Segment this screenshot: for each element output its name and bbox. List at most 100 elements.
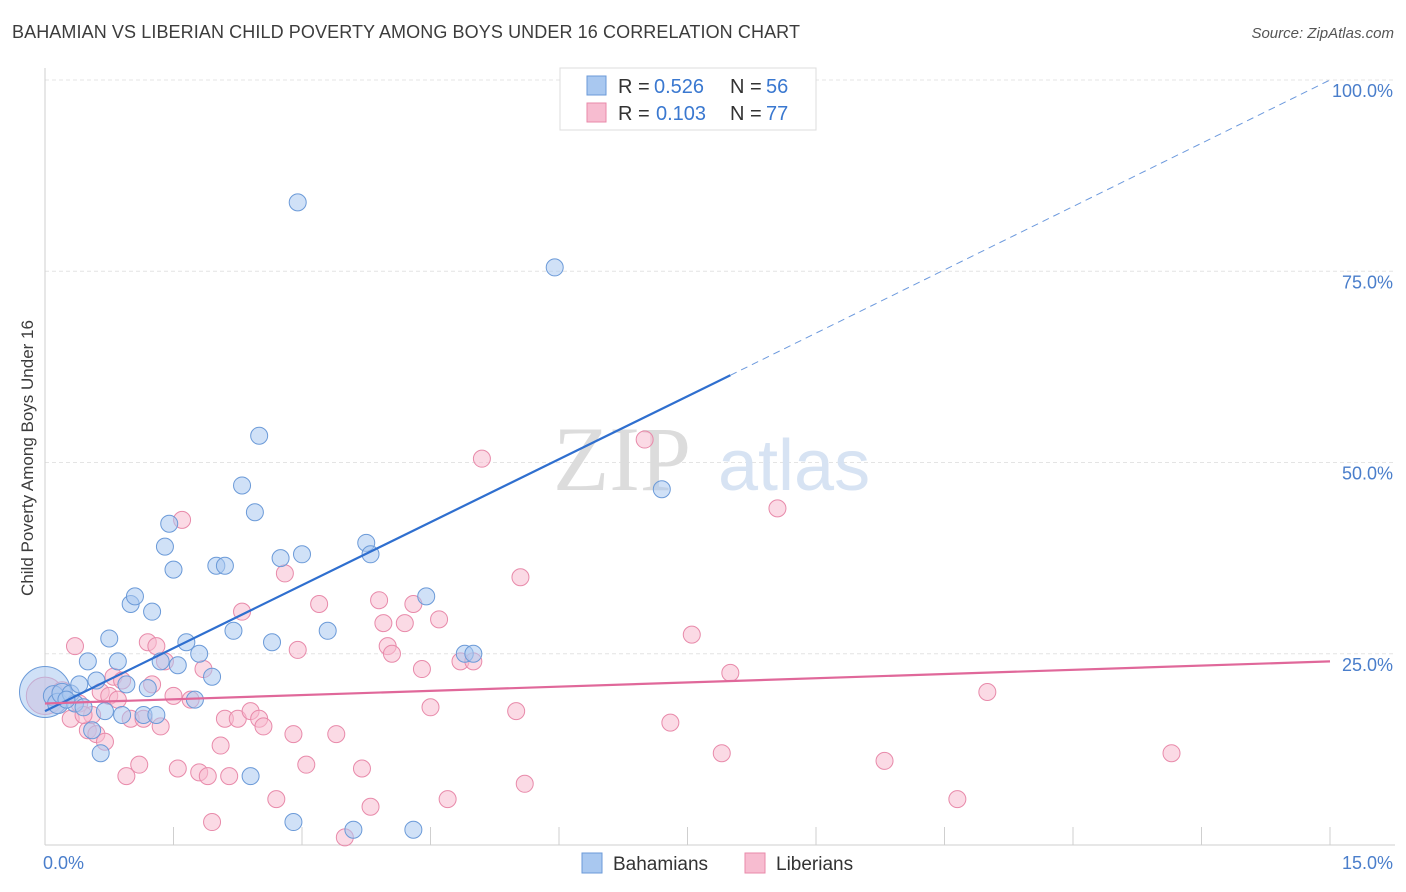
chart-title: BAHAMIAN VS LIBERIAN CHILD POVERTY AMONG… bbox=[12, 22, 801, 42]
liberians-point-41 bbox=[275, 564, 294, 583]
y-tick-label-1: 50.0% bbox=[1342, 464, 1393, 484]
liberians-point-63 bbox=[507, 702, 526, 721]
bahamians-point-22 bbox=[155, 537, 174, 556]
liberians-point-72 bbox=[875, 751, 894, 770]
bahamians-point-11 bbox=[95, 702, 114, 721]
bottom-legend-label-liberians: Liberians bbox=[776, 854, 853, 875]
bahamians-point-39 bbox=[284, 813, 303, 832]
legend-swatch-bahamians bbox=[586, 75, 607, 96]
bahamians-point-47 bbox=[417, 587, 436, 606]
liberians-point-46 bbox=[327, 725, 346, 744]
y-tick-label-3: 100.0% bbox=[1332, 81, 1393, 101]
bahamians-point-19 bbox=[143, 602, 162, 621]
liberians-point-69 bbox=[712, 744, 731, 763]
liberians-point-65 bbox=[515, 774, 534, 793]
liberians-point-66 bbox=[635, 430, 654, 449]
legend-r-value-bahamians: 0.526 bbox=[654, 76, 704, 98]
bahamians-point-27 bbox=[190, 644, 209, 663]
bahamians-point-49 bbox=[464, 644, 483, 663]
liberians-trend-line bbox=[44, 660, 1331, 705]
bahamians-point-15 bbox=[117, 675, 136, 694]
bahamians-point-43 bbox=[344, 820, 363, 839]
liberians-point-53 bbox=[382, 644, 401, 663]
liberians-point-25 bbox=[168, 759, 187, 778]
tick-labels: 25.0% 50.0% 75.0% 100.0% 0.0% 15.0% bbox=[43, 81, 1393, 873]
liberians-point-62 bbox=[472, 449, 491, 468]
liberians-point-17 bbox=[130, 755, 149, 774]
liberians-point-74 bbox=[978, 683, 997, 701]
liberians-point-75 bbox=[1162, 744, 1181, 763]
liberians-point-48 bbox=[352, 759, 371, 778]
legend-n-label-bahamians: N = bbox=[730, 76, 762, 98]
liberians-point-44 bbox=[297, 755, 316, 774]
liberians-point-73 bbox=[948, 790, 967, 809]
liberians-point-21 bbox=[147, 637, 166, 656]
bahamians-point-51 bbox=[652, 480, 671, 499]
bahamians-trend-extension bbox=[730, 79, 1331, 376]
liberians-point-49 bbox=[361, 797, 380, 816]
liberians-point-31 bbox=[203, 813, 222, 832]
legend-n-value-liberians: 77 bbox=[766, 103, 788, 125]
legend-n-label-liberians: N = bbox=[730, 103, 762, 125]
liberians-point-54 bbox=[395, 614, 414, 633]
bahamians-point-55 bbox=[138, 679, 157, 698]
legend-swatch-liberians bbox=[586, 102, 607, 123]
liberians-point-64 bbox=[511, 568, 530, 587]
y-tick-label-0: 25.0% bbox=[1342, 655, 1393, 675]
bahamians-point-12 bbox=[100, 629, 119, 648]
bahamians-point-37 bbox=[263, 633, 282, 652]
x-tick-label-1: 15.0% bbox=[1342, 853, 1393, 873]
bahamians-point-24 bbox=[164, 560, 183, 579]
liberians-point-40 bbox=[267, 790, 286, 809]
watermark-zip: ZIP bbox=[553, 408, 691, 510]
bahamians-point-8 bbox=[83, 721, 102, 740]
liberians-point-51 bbox=[374, 614, 393, 633]
y-axis-label: Child Poverty Among Boys Under 16 bbox=[18, 320, 37, 596]
bahamians-point-33 bbox=[233, 476, 252, 495]
bahamians-point-50 bbox=[545, 258, 564, 277]
bahamians-point-20 bbox=[147, 705, 166, 724]
liberians-point-70 bbox=[721, 663, 740, 682]
liberians-point-34 bbox=[220, 767, 239, 786]
bottom-legend-swatch-bahamians bbox=[581, 852, 603, 874]
trend-lines bbox=[44, 79, 1331, 713]
liberians-point-24 bbox=[164, 686, 183, 705]
bahamians-point-7 bbox=[78, 652, 97, 671]
bahamians-point-42 bbox=[318, 621, 337, 640]
liberians-point-67 bbox=[661, 713, 680, 732]
legend-r-label-bahamians: R = bbox=[618, 76, 650, 98]
bahamians-point-10 bbox=[91, 744, 110, 763]
axes bbox=[44, 68, 1395, 846]
liberians-point-58 bbox=[430, 610, 449, 629]
bahamians-point-6 bbox=[70, 675, 89, 694]
liberians-point-32 bbox=[211, 736, 230, 755]
liberians-point-71 bbox=[768, 499, 787, 518]
liberians-point-56 bbox=[412, 660, 431, 679]
bahamians-point-14 bbox=[113, 705, 132, 724]
bahamians-trend-line bbox=[44, 374, 731, 713]
bahamians-point-31 bbox=[215, 556, 234, 575]
bottom-legend-label-bahamians: Bahamians bbox=[613, 854, 708, 875]
grid-lines bbox=[45, 79, 1395, 655]
top-legend: R = 0.526 N = 56 R = 0.103 N = 77 bbox=[559, 67, 817, 131]
bahamians-points bbox=[19, 71, 680, 839]
source-label: Source: ZipAtlas.com bbox=[1251, 25, 1394, 42]
liberians-point-42 bbox=[284, 725, 303, 744]
legend-n-value-bahamians: 56 bbox=[766, 76, 788, 98]
liberians-point-15 bbox=[117, 767, 136, 786]
liberians-point-57 bbox=[421, 698, 440, 717]
watermark-atlas: atlas bbox=[718, 426, 870, 506]
y-tick-label-2: 75.0% bbox=[1342, 272, 1393, 292]
bahamians-point-41 bbox=[293, 545, 311, 564]
bahamians-point-40 bbox=[288, 193, 307, 212]
liberians-point-30 bbox=[198, 767, 217, 786]
bahamians-point-23 bbox=[160, 514, 179, 533]
liberians-point-43 bbox=[288, 640, 307, 659]
liberians-point-45 bbox=[310, 595, 329, 614]
legend-r-value-liberians: 0.103 bbox=[656, 103, 706, 125]
liberians-point-39 bbox=[254, 717, 273, 736]
bahamians-point-38 bbox=[271, 549, 290, 568]
bahamians-point-25 bbox=[168, 656, 187, 675]
liberians-point-59 bbox=[438, 790, 457, 809]
